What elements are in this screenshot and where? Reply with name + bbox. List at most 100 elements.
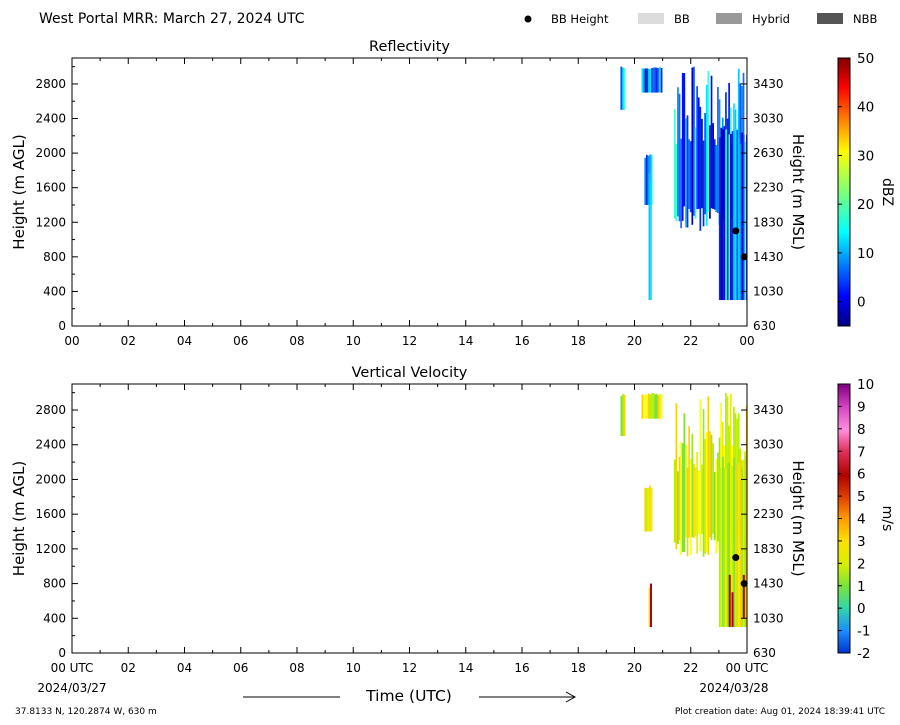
echo-column	[742, 134, 745, 301]
echo-column	[694, 127, 697, 219]
x-tick-label: 02	[121, 334, 136, 348]
legend-item-nbb: NBB	[817, 12, 877, 26]
echo-column	[702, 409, 705, 557]
echo-column	[649, 69, 652, 93]
echo-column	[649, 394, 652, 419]
echo-column	[730, 134, 732, 301]
colorbar-tick-label: 5	[857, 489, 866, 505]
y2-tick-label: 3430	[753, 77, 784, 91]
legend-label: NBB	[853, 12, 877, 26]
echo-column	[696, 452, 698, 554]
legend-label: BB	[674, 12, 690, 26]
colorbar-tick-label: 50	[857, 51, 874, 67]
echo-column	[680, 441, 682, 556]
echo-column	[660, 67, 663, 93]
y-tick-label: 2000	[35, 146, 66, 160]
echo-column	[728, 134, 731, 301]
echo-column	[685, 118, 687, 228]
y-tick-label: 1600	[35, 181, 66, 195]
echo-column	[713, 139, 716, 210]
colorbar-tick-label: 2	[857, 556, 866, 572]
echo-column	[739, 455, 742, 627]
y-tick-label: 1200	[35, 215, 66, 229]
echo-column	[649, 583, 652, 627]
echo-column	[694, 467, 697, 537]
echo-column	[728, 462, 731, 627]
end-date-label: 2024/03/28	[699, 681, 768, 695]
y2-tick-label: 3030	[753, 112, 784, 126]
x-tick-label: 20	[627, 334, 642, 348]
echo-column	[650, 154, 653, 205]
echo-column	[713, 471, 716, 540]
y2-tick-label: 2230	[753, 507, 784, 521]
echo-column	[644, 487, 647, 532]
echo-column	[715, 458, 718, 554]
echo-column	[709, 125, 711, 219]
colorbar-label: m/s	[879, 506, 895, 532]
echo-column	[744, 456, 747, 627]
echo-column	[742, 459, 745, 627]
colorbar-tick-label: 9	[857, 399, 866, 415]
footer: 2024/03/27 2024/03/28 Time (UTC) 37.8133 N,…	[15, 681, 885, 717]
x-tick-label: 04	[177, 661, 192, 675]
echo-column	[655, 67, 658, 93]
station-location: 37.8133 N, 120.2874 W, 630 m	[15, 707, 157, 717]
x-tick-label: 00 UTC	[51, 661, 94, 675]
panel-title: Vertical Velocity	[352, 365, 468, 381]
echo-column	[620, 66, 623, 110]
colorbar-tick-label: 10	[857, 377, 874, 393]
echo-column	[685, 444, 687, 538]
echo-column	[659, 66, 661, 93]
colorbar-tick-label: 1	[857, 579, 866, 595]
y-tick-label: 0	[58, 646, 66, 660]
y2-tick-label: 1830	[753, 542, 784, 556]
colorbar-tick-label: 30	[857, 148, 874, 164]
echo-column	[718, 137, 721, 301]
x-tick-label: 18	[571, 661, 586, 675]
x-tick-label: 20	[627, 661, 642, 675]
colorbar-tick-label: 7	[857, 444, 866, 460]
x-tick-label: 22	[683, 661, 698, 675]
colorbar-scale	[837, 57, 851, 327]
x-tick-label: 06	[233, 334, 248, 348]
echo-column	[693, 464, 695, 538]
echo-column	[647, 155, 650, 205]
echo-column	[744, 143, 747, 301]
echo-column	[647, 393, 650, 419]
x-axis-label: Time (UTC)	[365, 687, 452, 705]
plot-creation-date: Plot creation date: Aug 01, 2024 18:39:4…	[675, 707, 885, 717]
figure-title: West Portal MRR: March 27, 2024 UTC	[39, 11, 305, 27]
echo-column	[709, 431, 711, 538]
y2-tick-label: 2630	[753, 472, 784, 486]
x-tick-label: 10	[346, 661, 361, 675]
echo-column	[660, 394, 663, 419]
y2-tick-label: 1430	[753, 577, 784, 591]
echo-column	[722, 456, 724, 627]
echo-column	[641, 394, 644, 419]
echo-column	[620, 396, 623, 437]
colorbar-label: dBZ	[879, 178, 895, 206]
x-tick-label: 08	[289, 334, 304, 348]
echo-column	[742, 574, 745, 619]
echo-column	[652, 67, 655, 93]
y2-tick-label: 1030	[753, 284, 784, 298]
y2-tick-label: 630	[753, 319, 776, 333]
echo-column	[649, 485, 651, 532]
echo-column	[710, 434, 713, 541]
echo-column	[736, 463, 739, 627]
echo-column	[648, 173, 651, 301]
echo-column	[641, 68, 644, 93]
y2-tick-label: 2630	[753, 146, 784, 160]
x-tick-label: 00	[64, 334, 79, 348]
legend-item-bb: BB	[638, 12, 690, 26]
colorbar-tick-label: -2	[857, 646, 870, 662]
echo-column	[680, 138, 682, 229]
echo-column	[677, 87, 679, 217]
echo-column	[652, 392, 655, 419]
x-tick-label: 16	[514, 661, 529, 675]
echo-column	[738, 463, 740, 627]
echo-column	[622, 67, 624, 110]
echo-column	[704, 438, 706, 555]
echo-column	[712, 123, 714, 209]
echo-data	[620, 392, 747, 627]
